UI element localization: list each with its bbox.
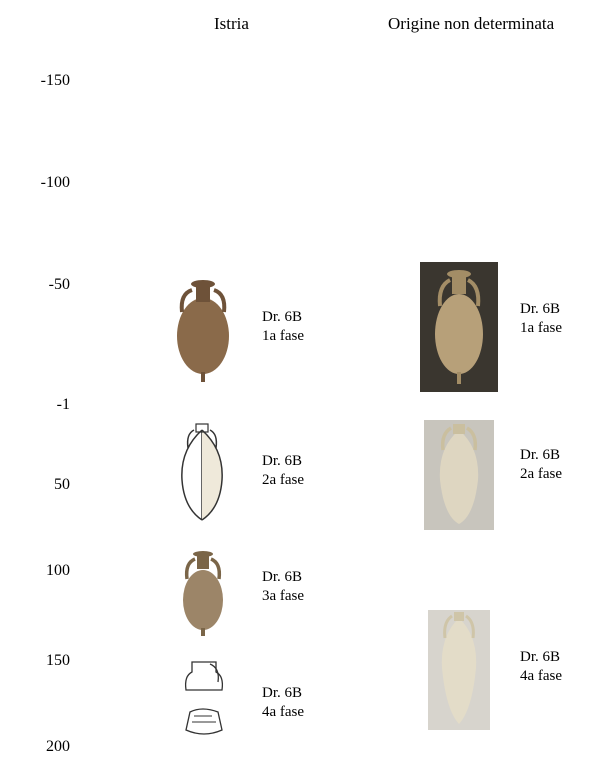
ytick-0: -150: [20, 72, 70, 90]
fragment-line-icon: [172, 656, 236, 746]
label-line1: Dr. 6B: [262, 453, 302, 469]
origine-item-1-label: Dr. 6B 1a fase: [520, 300, 562, 338]
column-header-istria: Istria: [214, 14, 249, 34]
istria-item-1-label: Dr. 6B 1a fase: [262, 308, 304, 346]
origine-item-3-label: Dr. 6B 4a fase: [520, 648, 562, 686]
ytick-6: 150: [20, 652, 70, 670]
label-line2: 2a fase: [262, 472, 304, 488]
label-line2: 1a fase: [520, 320, 562, 336]
istria-item-3-image: [168, 545, 238, 640]
istria-item-4-label: Dr. 6B 4a fase: [262, 684, 304, 722]
origine-item-1-image: [420, 262, 498, 392]
label-line2: 2a fase: [520, 466, 562, 482]
ytick-1: -100: [20, 174, 70, 192]
label-line1: Dr. 6B: [520, 447, 560, 463]
amphora-photo-icon: [428, 610, 490, 730]
column-header-origine: Origine non determinata: [388, 14, 554, 34]
ytick-5: 100: [20, 562, 70, 580]
origine-item-3-image: [428, 610, 490, 730]
amphora-photo-icon: [424, 420, 494, 530]
ytick-3: -1: [20, 396, 70, 414]
istria-item-1-image: [158, 272, 248, 387]
origine-item-2-image: [424, 420, 494, 530]
label-line1: Dr. 6B: [262, 569, 302, 585]
label-line1: Dr. 6B: [262, 685, 302, 701]
label-line1: Dr. 6B: [520, 301, 560, 317]
label-line2: 3a fase: [262, 588, 304, 604]
label-line2: 4a fase: [262, 704, 304, 720]
amphora-icon: [158, 272, 248, 387]
istria-item-2-label: Dr. 6B 2a fase: [262, 452, 304, 490]
ytick-2: -50: [20, 276, 70, 294]
amphora-photo-icon: [420, 262, 498, 392]
istria-item-3-label: Dr. 6B 3a fase: [262, 568, 304, 606]
label-line2: 1a fase: [262, 328, 304, 344]
origine-item-2-label: Dr. 6B 2a fase: [520, 446, 562, 484]
ytick-7: 200: [20, 738, 70, 756]
ytick-4: 50: [20, 476, 70, 494]
amphora-icon: [168, 545, 238, 640]
label-line2: 4a fase: [520, 668, 562, 684]
label-line1: Dr. 6B: [520, 649, 560, 665]
amphora-line-icon: [162, 420, 242, 525]
istria-item-2-image: [162, 420, 242, 525]
label-line1: Dr. 6B: [262, 309, 302, 325]
istria-item-4-image: [172, 656, 236, 746]
